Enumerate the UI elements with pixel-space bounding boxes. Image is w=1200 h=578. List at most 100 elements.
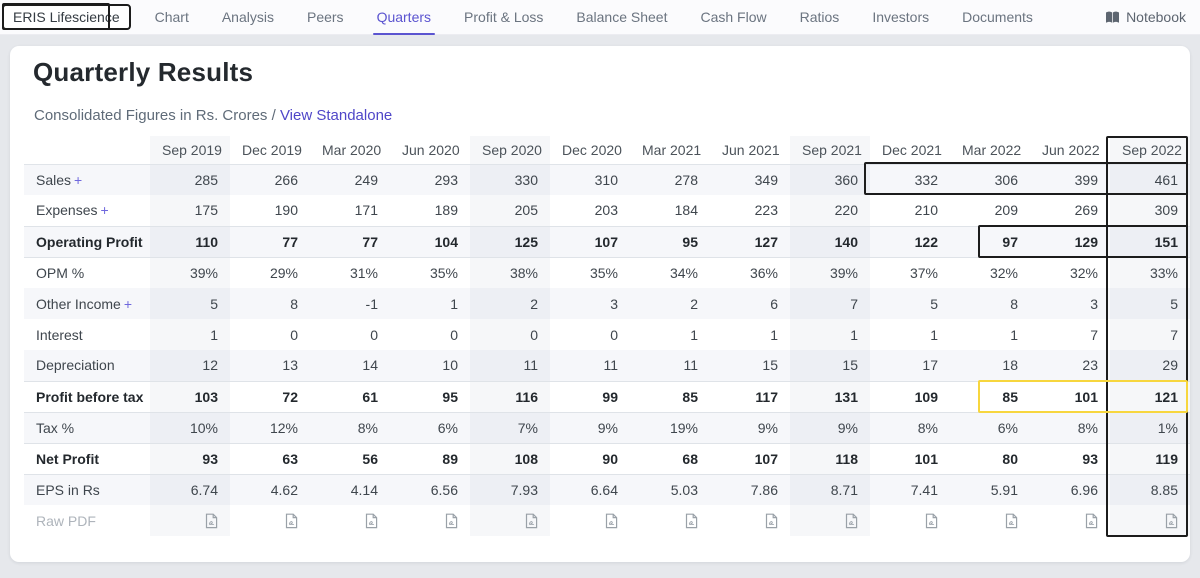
- page-title: Quarterly Results: [33, 57, 254, 87]
- table-cell: 249: [354, 171, 378, 188]
- pdf-file-icon: [365, 512, 378, 529]
- figures-subtitle: Consolidated Figures in Rs. Crores / Vie…: [34, 107, 392, 124]
- table-cell: 0: [470, 319, 550, 350]
- raw-pdf-link-cell[interactable]: [790, 505, 870, 536]
- raw-pdf-link-cell[interactable]: [150, 505, 230, 536]
- table-cell: 37%: [909, 264, 938, 281]
- table-cell: 8%: [917, 419, 938, 436]
- table-cell: 330: [470, 164, 550, 195]
- table-cell: 18: [1002, 357, 1018, 374]
- table-cell: 3: [1090, 295, 1098, 312]
- table-cell: 38%: [470, 257, 550, 288]
- expand-row-plus[interactable]: +: [74, 171, 83, 188]
- table-cell: 12%: [269, 419, 298, 436]
- row-label: Expenses +: [36, 202, 109, 219]
- expand-row-plus[interactable]: +: [123, 295, 133, 312]
- pdf-file-icon: [525, 512, 538, 529]
- column-header: Jun 2020: [402, 141, 460, 158]
- raw-pdf-link-cell[interactable]: [870, 505, 950, 536]
- header-spacer-cell: [24, 136, 150, 164]
- table-cell: 29%: [269, 264, 298, 281]
- table-cell: 175: [150, 195, 230, 226]
- tab-cash-flow[interactable]: Cash Flow: [700, 9, 767, 25]
- table-cell: 32%: [989, 264, 1018, 281]
- pdf-file-icon: [445, 512, 458, 529]
- pdf-file-icon: [925, 512, 938, 529]
- table-cell: 209: [994, 202, 1018, 219]
- pdf-file-icon: [1005, 512, 1018, 529]
- table-cell: 461: [1110, 164, 1190, 195]
- raw-pdf-link-cell[interactable]: [470, 505, 550, 536]
- table-row: Sales + 285 266 249 293 330 310 278 349 360 332 306 3…: [24, 164, 1190, 195]
- tab-chart[interactable]: Chart: [154, 9, 189, 25]
- nav-tabs: Chart Analysis Peers Quarters Profit & Loss B…: [153, 0, 1035, 35]
- raw-pdf-link-cell[interactable]: [390, 505, 470, 536]
- subtitle-text: Consolidated Figures in Rs. Crores /: [34, 107, 276, 124]
- tab-quarters[interactable]: Quarters: [372, 0, 436, 35]
- tab-profit-loss[interactable]: Profit & Loss: [464, 9, 544, 25]
- table-cell: 285: [150, 164, 230, 195]
- table-cell: 5: [930, 295, 938, 312]
- row-label: Tax %: [36, 419, 75, 436]
- tab-investors[interactable]: Investors: [872, 9, 930, 25]
- column-header: Mar 2021: [642, 141, 702, 158]
- table-cell: 89: [442, 450, 458, 467]
- table-cell: 61: [362, 388, 378, 405]
- tab-peers[interactable]: Peers: [306, 9, 344, 25]
- column-header: Dec 2021: [882, 141, 942, 158]
- raw-pdf-link-cell[interactable]: [630, 505, 710, 536]
- column-header: Sep 2021: [790, 136, 870, 164]
- table-cell: 5.91: [990, 481, 1018, 498]
- table-header-row: Sep 2019 Dec 2019 Mar 2020 Jun 2020 Sep 2020…: [24, 136, 1190, 164]
- table-cell: 6.56: [430, 481, 458, 498]
- table-cell: -1: [365, 295, 378, 312]
- table-cell: 77: [282, 233, 298, 250]
- table-row: Net Profit 93 63 56 89 108 90 68 107 118 101 80 93 11…: [24, 443, 1190, 474]
- raw-pdf-link-cell[interactable]: [710, 505, 790, 536]
- table-row: Raw PDF: [24, 505, 1190, 536]
- table-cell: 11: [470, 350, 550, 381]
- tab-balance-sheet[interactable]: Balance Sheet: [576, 9, 668, 25]
- company-name[interactable]: ERIS Lifescience: [2, 4, 131, 30]
- column-header: Sep 2019: [150, 136, 230, 164]
- table-cell: 108: [470, 443, 550, 474]
- table-cell: 5: [150, 288, 230, 319]
- table-cell: 8%: [1077, 419, 1098, 436]
- table-row: EPS in Rs 6.74 4.62 4.14 6.56 7.93 6.64 5.03 7.8…: [24, 474, 1190, 505]
- view-standalone-link[interactable]: View Standalone: [279, 107, 393, 124]
- table-cell: 15: [790, 350, 870, 381]
- table-cell: 4.62: [270, 481, 298, 498]
- raw-pdf-link-cell[interactable]: [950, 505, 1030, 536]
- raw-pdf-link-cell[interactable]: [230, 505, 310, 536]
- row-label: Sales +: [36, 171, 83, 188]
- raw-pdf-link-cell[interactable]: [550, 505, 630, 536]
- table-cell: 151: [1110, 226, 1190, 257]
- table-cell: 85: [1002, 388, 1018, 405]
- table-cell: 210: [914, 202, 938, 219]
- table-cell: 205: [470, 195, 550, 226]
- table-cell: 97: [1002, 233, 1018, 250]
- raw-pdf-link-cell[interactable]: [1110, 505, 1190, 536]
- tab-ratios[interactable]: Ratios: [799, 9, 840, 25]
- expand-row-plus[interactable]: +: [100, 202, 109, 219]
- table-cell: 6%: [997, 419, 1018, 436]
- raw-pdf-link-cell[interactable]: [1030, 505, 1110, 536]
- table-cell: 127: [754, 233, 778, 250]
- column-header: Jun 2022: [1042, 141, 1100, 158]
- column-header: Sep 2020: [470, 136, 550, 164]
- table-cell: 2: [470, 288, 550, 319]
- table-cell: 33%: [1110, 257, 1190, 288]
- row-label: Depreciation: [36, 357, 115, 374]
- table-cell: 1: [930, 326, 938, 343]
- table-row: Expenses + 175 190 171 189 205 203 184 223 220 210 2…: [24, 195, 1190, 226]
- table-cell: 9%: [757, 419, 778, 436]
- tab-analysis[interactable]: Analysis: [221, 9, 274, 25]
- table-cell: 35%: [429, 264, 458, 281]
- tab-documents[interactable]: Documents: [962, 9, 1033, 25]
- table-cell: 56: [362, 450, 378, 467]
- raw-pdf-link-cell[interactable]: [310, 505, 390, 536]
- table-cell: 1%: [1110, 412, 1190, 443]
- table-cell: 306: [994, 171, 1018, 188]
- table-cell: 116: [470, 381, 550, 412]
- notebook-button[interactable]: Notebook: [1105, 9, 1186, 25]
